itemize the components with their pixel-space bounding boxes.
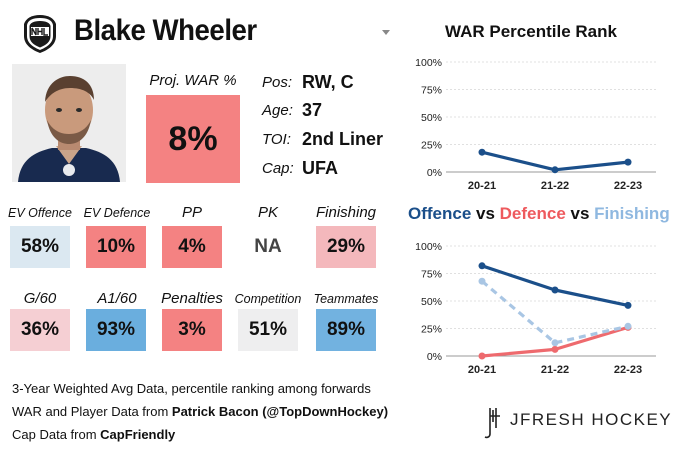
chart1-title: WAR Percentile Rank [445, 22, 617, 41]
chart2-ytick-label: 100% [415, 241, 442, 253]
offence-defence-finishing-chart: 0% 25% 50% 75% 100% 20-21 21-22 22-23 [415, 241, 656, 376]
chart2-title-offence: Offence [408, 204, 472, 223]
chart2-series-line-finishing [480, 279, 629, 345]
stat-value-ev-offence: 58% [10, 226, 70, 268]
age-label: Age: [262, 102, 293, 119]
chart2-point-finishing [478, 277, 486, 285]
chart2-point-finishing [624, 322, 632, 330]
age-value: 37 [302, 100, 323, 120]
war-percentile-chart: 0% 25% 50% 75% 100% 20-21 21-22 22-23 [415, 57, 656, 192]
note-war-source: WAR and Player Data from Patrick Bacon (… [12, 404, 388, 419]
stat-label-finishing: Finishing [315, 204, 377, 221]
proj-war-value: 8% [146, 95, 240, 183]
chart2-point-offence [624, 301, 632, 309]
chart1-ytick-label: 75% [421, 85, 442, 97]
chevron-down-icon[interactable] [382, 30, 390, 35]
chart1-xtick-label: 20-21 [468, 180, 496, 192]
cap-label: Cap: [262, 160, 294, 177]
stat-value-a160: 93% [86, 309, 146, 351]
stat-label-ev-defence: EV Defence [83, 206, 151, 220]
chart1-ytick-label: 100% [415, 57, 442, 69]
chart2-point-defence [551, 345, 559, 353]
chart2-ytick-label: 25% [421, 324, 442, 336]
proj-war-label: Proj. WAR % [149, 72, 237, 89]
chart2-title-vs2: vs [565, 204, 595, 223]
chart2-ytick-label: 0% [427, 351, 442, 363]
chart2-xtick-label: 22-23 [614, 364, 642, 376]
toi-label: TOI: [262, 131, 291, 148]
stat-value-teammates: 89% [316, 309, 376, 351]
chart2-title-defence: Defence [499, 204, 566, 223]
chart1-point-war [551, 166, 559, 174]
stat-value-ev-defence: 10% [86, 226, 146, 268]
chart2-ytick-label: 75% [421, 269, 442, 281]
toi-value: 2nd Liner [302, 129, 384, 149]
player-photo [12, 64, 126, 182]
note-cap-source: Cap Data from CapFriendly [12, 427, 175, 442]
chart2-point-defence [478, 352, 486, 360]
chart2-point-offence [478, 262, 486, 270]
chart2-ytick-label: 50% [421, 296, 442, 308]
note-war-source-name[interactable]: Patrick Bacon (@TopDownHockey) [171, 404, 389, 419]
chart1-ytick-label: 25% [421, 140, 442, 152]
jfresh-logo-icon [484, 408, 500, 439]
cap-value: UFA [302, 158, 338, 178]
note-cap-source-name[interactable]: CapFriendly [100, 427, 176, 442]
player-name: Blake Wheeler [74, 14, 257, 47]
note-cap-source-prefix: Cap Data from [12, 427, 101, 442]
chart1-ytick-label: 0% [427, 167, 442, 179]
chart2-title-finishing: Finishing [594, 204, 670, 223]
stat-label-a160: A1/60 [97, 290, 137, 307]
chart2-title: Offence vs Defence vs Finishing [408, 204, 670, 224]
brand-name: JFRESH HOCKEY [510, 410, 673, 429]
stat-value-penalties: 3% [162, 309, 222, 351]
stat-label-pk: PK [257, 204, 278, 221]
stat-label-ev-offence: EV Offence [8, 206, 72, 220]
chart1-xtick-label: 21-22 [541, 180, 569, 192]
chart2-point-offence [551, 286, 559, 294]
chart1-xtick-label: 22-23 [614, 180, 642, 192]
chart1-ytick-label: 50% [421, 112, 442, 124]
stat-value-finishing: 29% [316, 226, 376, 268]
stat-label-pp: PP [181, 204, 202, 221]
note-weighted-avg: 3-Year Weighted Avg Data, percentile ran… [12, 381, 371, 396]
stat-value-pp: 4% [162, 226, 222, 268]
nhl-logo-icon [24, 15, 56, 53]
stat-value-pk: NA [238, 226, 298, 268]
pos-value: RW, C [302, 72, 354, 92]
chart1-point-war [624, 158, 632, 166]
stat-label-teammates: Teammates [313, 292, 379, 306]
chart2-title-vs1: vs [471, 204, 500, 223]
pos-label: Pos: [262, 74, 293, 91]
chart2-xtick-label: 21-22 [541, 364, 569, 376]
chart2-point-finishing [551, 339, 559, 347]
stat-label-g60: G/60 [23, 290, 57, 307]
stat-value-g60: 36% [10, 309, 70, 351]
chart2-xtick-label: 20-21 [468, 364, 496, 376]
stat-label-penalties: Penalties [161, 290, 223, 307]
stat-label-competition: Competition [234, 292, 302, 306]
note-war-source-prefix: WAR and Player Data from [12, 404, 172, 419]
stat-value-competition: 51% [238, 309, 298, 351]
chart1-point-war [478, 148, 486, 156]
